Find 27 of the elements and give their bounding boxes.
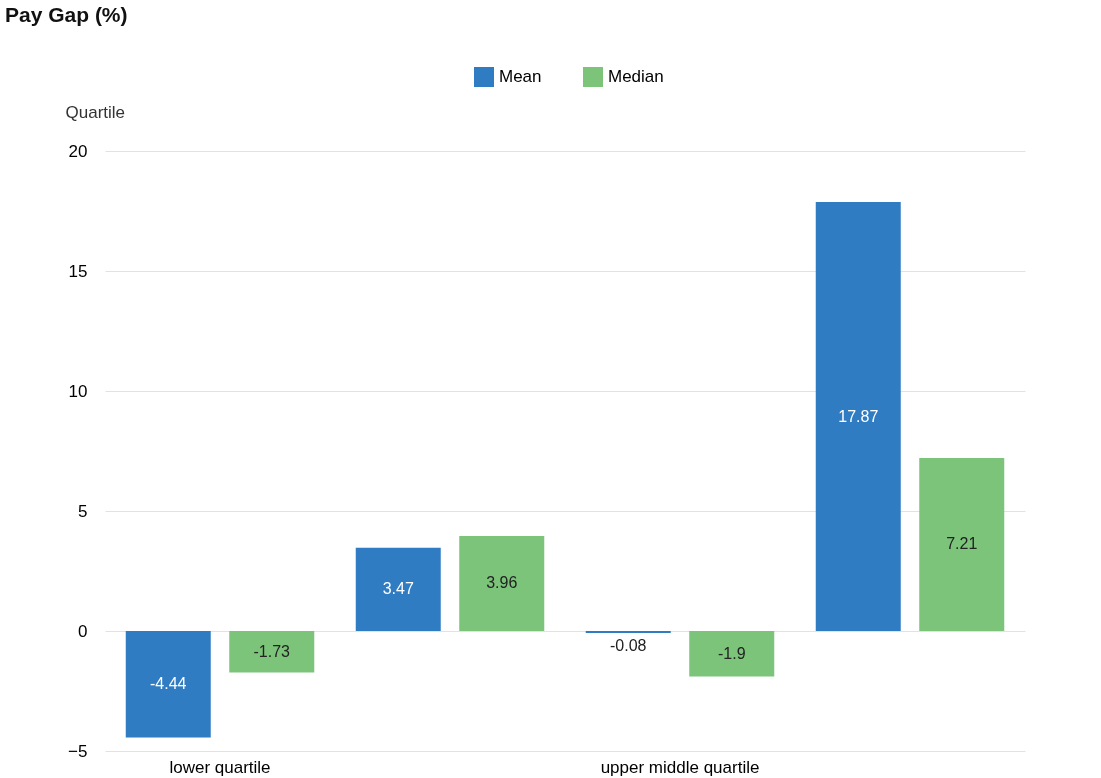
y-tick-label: 10 [68, 381, 88, 401]
y-tick-label: 15 [68, 261, 88, 281]
bar [125, 631, 211, 738]
chart-title: Pay Gap (%) [5, 3, 128, 26]
x-tick-label: lower quartile [169, 757, 271, 777]
data-label: 3.47 [382, 580, 414, 598]
bar [459, 535, 545, 631]
data-label: 3.96 [486, 574, 518, 592]
y-tick-label: −5 [68, 741, 88, 761]
bar [689, 631, 775, 677]
data-label: 17.87 [838, 407, 879, 425]
bar [355, 547, 441, 631]
y-tick-label: 0 [78, 621, 88, 641]
legend-label: Mean [499, 67, 542, 86]
data-label: -1.73 [253, 642, 291, 660]
bar [815, 202, 901, 631]
data-label: -0.08 [610, 636, 647, 654]
data-label: -4.44 [150, 675, 187, 693]
legend-label: Median [608, 67, 664, 86]
x-tick-label: upper middle quartile [600, 757, 760, 777]
y-axis-title: Quartile [65, 102, 126, 122]
bar [229, 631, 315, 673]
bar [919, 457, 1005, 631]
y-tick-label: 5 [78, 501, 88, 521]
data-label: 7.21 [946, 535, 978, 553]
data-label: -1.9 [717, 644, 746, 662]
y-tick-label: 20 [68, 141, 88, 161]
